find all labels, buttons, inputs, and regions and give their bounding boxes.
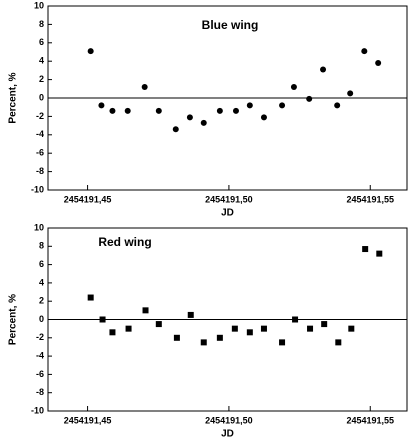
y-tick-label: -8: [36, 387, 44, 397]
data-point: [216, 107, 223, 114]
data-point: [347, 90, 354, 97]
y-tick-label: -10: [31, 405, 44, 415]
y-tick-label: 8: [39, 241, 44, 251]
chart-title: Blue wing: [202, 18, 259, 32]
y-tick-label: -6: [36, 369, 44, 379]
data-point: [187, 311, 194, 318]
data-point: [362, 246, 369, 253]
y-tick-label: 0: [39, 314, 44, 324]
y-tick-label: 2: [39, 296, 44, 306]
y-tick-label: -4: [36, 350, 44, 360]
data-point: [142, 307, 149, 314]
data-point: [155, 107, 162, 114]
y-axis-label: Percent, %: [8, 72, 19, 123]
x-axis-label: JD: [221, 208, 234, 219]
data-point: [231, 325, 238, 332]
data-point: [141, 83, 148, 90]
y-tick-label: 10: [34, 0, 44, 10]
x-axis-label: JD: [221, 429, 234, 440]
y-tick-label: -6: [36, 148, 44, 158]
y-tick-label: 0: [39, 92, 44, 102]
data-point: [109, 107, 116, 114]
data-point: [172, 126, 179, 133]
data-point: [361, 48, 368, 55]
x-tick-label: 2454191,50: [205, 415, 253, 425]
data-point: [124, 107, 131, 114]
data-point: [306, 95, 313, 102]
y-tick-label: 4: [39, 56, 44, 66]
y-tick-label: 6: [39, 259, 44, 269]
data-point: [279, 339, 286, 346]
data-point: [290, 83, 297, 90]
data-point: [246, 329, 253, 336]
y-tick-label: 10: [34, 222, 44, 232]
data-point: [320, 66, 327, 73]
y-tick-label: -2: [36, 111, 44, 121]
data-point: [232, 107, 239, 114]
data-point: [376, 250, 383, 257]
data-point: [125, 325, 132, 332]
data-point: [348, 325, 355, 332]
x-tick-label: 2454191,55: [346, 194, 394, 204]
data-point: [109, 329, 116, 336]
data-point: [216, 334, 223, 341]
data-point: [335, 339, 342, 346]
x-tick-label: 2454191,45: [64, 415, 112, 425]
data-point: [200, 339, 207, 346]
x-tick-label: 2454191,55: [346, 415, 394, 425]
data-point: [375, 60, 382, 67]
data-point: [307, 325, 314, 332]
data-point: [173, 334, 180, 341]
data-point: [260, 325, 267, 332]
data-point: [87, 48, 94, 55]
data-point: [334, 102, 341, 109]
data-point: [98, 102, 105, 109]
y-tick-label: -10: [31, 184, 44, 194]
y-tick-label: 6: [39, 37, 44, 47]
y-tick-label: 4: [39, 277, 44, 287]
data-point: [292, 316, 299, 323]
data-point: [321, 321, 328, 328]
data-point: [186, 114, 193, 121]
data-point: [87, 294, 94, 301]
chart-title: Red wing: [98, 235, 151, 249]
data-point: [155, 321, 162, 328]
data-point: [246, 102, 253, 109]
x-tick-label: 2454191,50: [205, 194, 253, 204]
y-tick-label: -8: [36, 166, 44, 176]
y-tick-label: -4: [36, 129, 44, 139]
data-point: [99, 316, 106, 323]
data-point: [200, 119, 207, 126]
data-point: [279, 102, 286, 109]
y-tick-label: 2: [39, 74, 44, 84]
data-point: [260, 114, 267, 121]
x-tick-label: 2454191,45: [64, 194, 112, 204]
y-axis-label: Percent, %: [8, 294, 19, 345]
y-tick-label: 8: [39, 19, 44, 29]
y-tick-label: -2: [36, 332, 44, 342]
